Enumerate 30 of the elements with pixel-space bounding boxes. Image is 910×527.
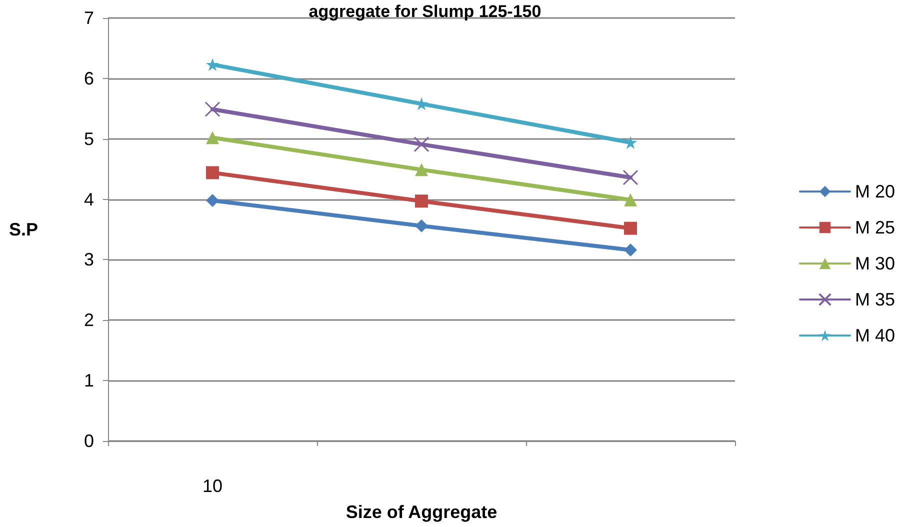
point xyxy=(206,58,219,72)
point xyxy=(624,222,637,235)
y-tick-label: 3 xyxy=(84,250,94,270)
y-axis-title: S.P xyxy=(8,220,38,240)
y-tick-label: 7 xyxy=(84,8,94,28)
y-tick-label: 1 xyxy=(84,370,94,391)
x-tick-label: 10 xyxy=(202,476,223,496)
y-tick-label: 2 xyxy=(84,310,94,330)
point xyxy=(206,166,219,180)
point xyxy=(415,194,428,208)
point xyxy=(414,136,430,152)
chart-title: aggregate for Slump 125-150 xyxy=(308,2,542,21)
point xyxy=(624,244,637,257)
legend-label: M 30 xyxy=(854,254,896,274)
point xyxy=(204,101,220,117)
point xyxy=(415,163,428,176)
legend-label: M 20 xyxy=(854,182,896,202)
legend-label: M 25 xyxy=(854,218,896,238)
legend-label: M 40 xyxy=(854,326,896,346)
x-axis-title: Size of Aggregate xyxy=(346,502,498,522)
point xyxy=(622,170,638,186)
point xyxy=(206,131,219,144)
y-tick-label: 5 xyxy=(84,128,94,149)
point xyxy=(206,194,219,207)
y-tick-label: 0 xyxy=(84,431,94,451)
y-tick-label: 4 xyxy=(84,189,94,210)
point xyxy=(415,219,428,232)
legend-label: M 35 xyxy=(854,290,896,310)
y-tick-label: 6 xyxy=(84,68,94,88)
point xyxy=(624,193,637,206)
